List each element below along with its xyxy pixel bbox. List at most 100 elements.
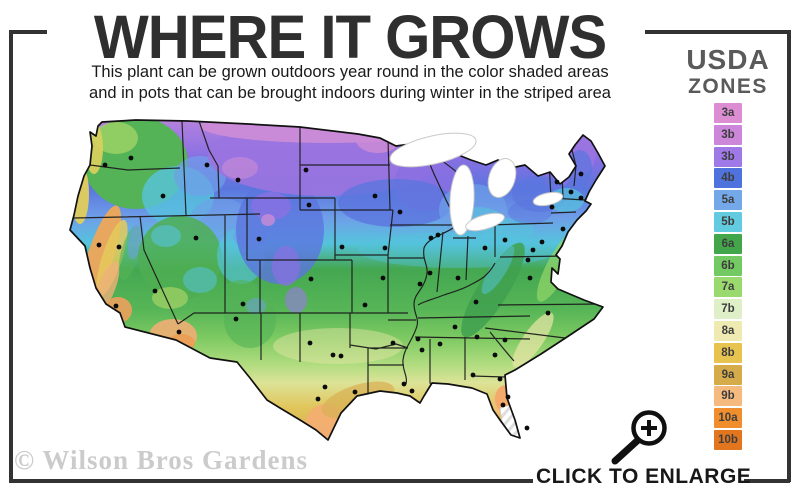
city-dot: [315, 396, 321, 402]
city-dot: [303, 167, 309, 173]
city-dot: [160, 193, 166, 199]
city-dot: [306, 202, 312, 208]
lake-erie: [465, 212, 505, 232]
city-dot: [128, 155, 134, 161]
city-dot: [382, 245, 388, 251]
zone-chip-9a: 9a: [714, 364, 742, 385]
city-dot: [455, 275, 461, 281]
city-dot: [492, 352, 498, 358]
city-dot: [500, 402, 506, 408]
city-dot: [545, 310, 551, 316]
city-dot: [409, 388, 415, 394]
page-title: WHERE IT GROWS: [93, 3, 607, 73]
city-dot: [435, 232, 441, 238]
city-dot: [437, 341, 443, 347]
city-dot: [96, 242, 102, 248]
zone-chip-8b: 8b: [714, 342, 742, 363]
city-dot: [578, 195, 584, 201]
lake-michigan: [449, 164, 475, 236]
city-dot: [524, 425, 530, 431]
legend-title-zones: ZONES: [688, 75, 768, 98]
city-dots: [96, 155, 584, 431]
legend-title: USDA ZONES: [676, 46, 780, 98]
city-dot: [482, 245, 488, 251]
frame-left: [9, 30, 13, 482]
subtitle-line1: This plant can be grown outdoors year ro…: [91, 63, 609, 81]
city-dot: [401, 381, 407, 387]
city-dot: [322, 384, 328, 390]
city-dot: [240, 301, 246, 307]
city-dot: [502, 237, 508, 243]
city-dot: [505, 394, 511, 400]
zone-chip-5a: 5a: [714, 190, 742, 211]
city-dot: [308, 276, 314, 282]
city-dot: [193, 235, 199, 241]
frame-right: [787, 30, 791, 482]
city-dot: [176, 329, 182, 335]
zone-chip-3b: 3b: [714, 146, 742, 167]
great-lakes: [389, 132, 564, 236]
state-boundaries: [73, 120, 604, 395]
city-dot: [204, 162, 210, 168]
city-dot: [549, 204, 555, 210]
city-dot: [497, 376, 503, 382]
frame-bottom-right: [744, 479, 790, 483]
zone-chip-4b: 4b: [714, 168, 742, 189]
city-dot: [473, 299, 479, 305]
city-dot: [539, 239, 545, 245]
watermark: © Wilson Bros Gardens: [14, 445, 308, 475]
city-dot: [568, 189, 574, 195]
city-dot: [233, 316, 239, 322]
city-dot: [113, 303, 119, 309]
zone-chip-3b: 3b: [714, 124, 742, 145]
city-dot: [338, 353, 344, 359]
zone-chip-7a: 7a: [714, 277, 742, 298]
us-hardiness-map[interactable]: [28, 108, 673, 474]
us-map-svg: [69, 119, 606, 441]
subtitle-line2: and in pots that can be brought indoors …: [89, 84, 611, 103]
zone-chip-3a: 3a: [714, 103, 742, 123]
zone-chip-7b: 7b: [714, 299, 742, 320]
city-dot: [554, 179, 560, 185]
lake-ontario: [532, 191, 564, 207]
city-dot: [417, 281, 423, 287]
city-dot: [474, 334, 480, 340]
click-to-enlarge-button[interactable]: CLICK TO ENLARGE: [536, 465, 752, 488]
city-dot: [428, 235, 434, 241]
zone-chip-6a: 6a: [714, 233, 742, 254]
zone-chip-9b: 9b: [714, 386, 742, 407]
city-dot: [116, 244, 122, 250]
city-dot: [530, 247, 536, 253]
zone-legend: 3a 3b 3b 4b 5a 5b 6a 6b 7a 7b 8a 8b 9a 9b 10a 10b: [714, 103, 742, 452]
city-dot: [578, 171, 584, 177]
city-dot: [362, 302, 368, 308]
city-dot: [470, 372, 476, 378]
city-dot: [452, 324, 458, 330]
city-dot: [330, 352, 336, 358]
frame-top-left: [9, 30, 47, 34]
city-dot: [102, 162, 108, 168]
city-dot: [307, 340, 313, 346]
city-dot: [235, 177, 241, 183]
zone-chip-5b: 5b: [714, 211, 742, 232]
city-dot: [372, 193, 378, 199]
frame-bottom-left: [9, 479, 533, 483]
zone-chip-10b: 10b: [714, 429, 742, 450]
city-dot: [525, 257, 531, 263]
city-dot: [560, 226, 566, 232]
city-dot: [397, 209, 403, 215]
zone-shading: [70, 120, 605, 440]
lake-huron: [487, 158, 517, 198]
zoom-in-icon[interactable]: [603, 403, 675, 467]
city-dot: [527, 275, 533, 281]
city-dot: [390, 340, 396, 346]
city-dot: [256, 236, 262, 242]
lake-superior: [389, 132, 477, 168]
city-dot: [339, 244, 345, 250]
zone-chip-8a: 8a: [714, 320, 742, 341]
city-dot: [415, 336, 421, 342]
zone-chip-6b: 6b: [714, 255, 742, 276]
city-dot: [419, 347, 425, 353]
zone-chip-10a: 10a: [714, 408, 742, 429]
